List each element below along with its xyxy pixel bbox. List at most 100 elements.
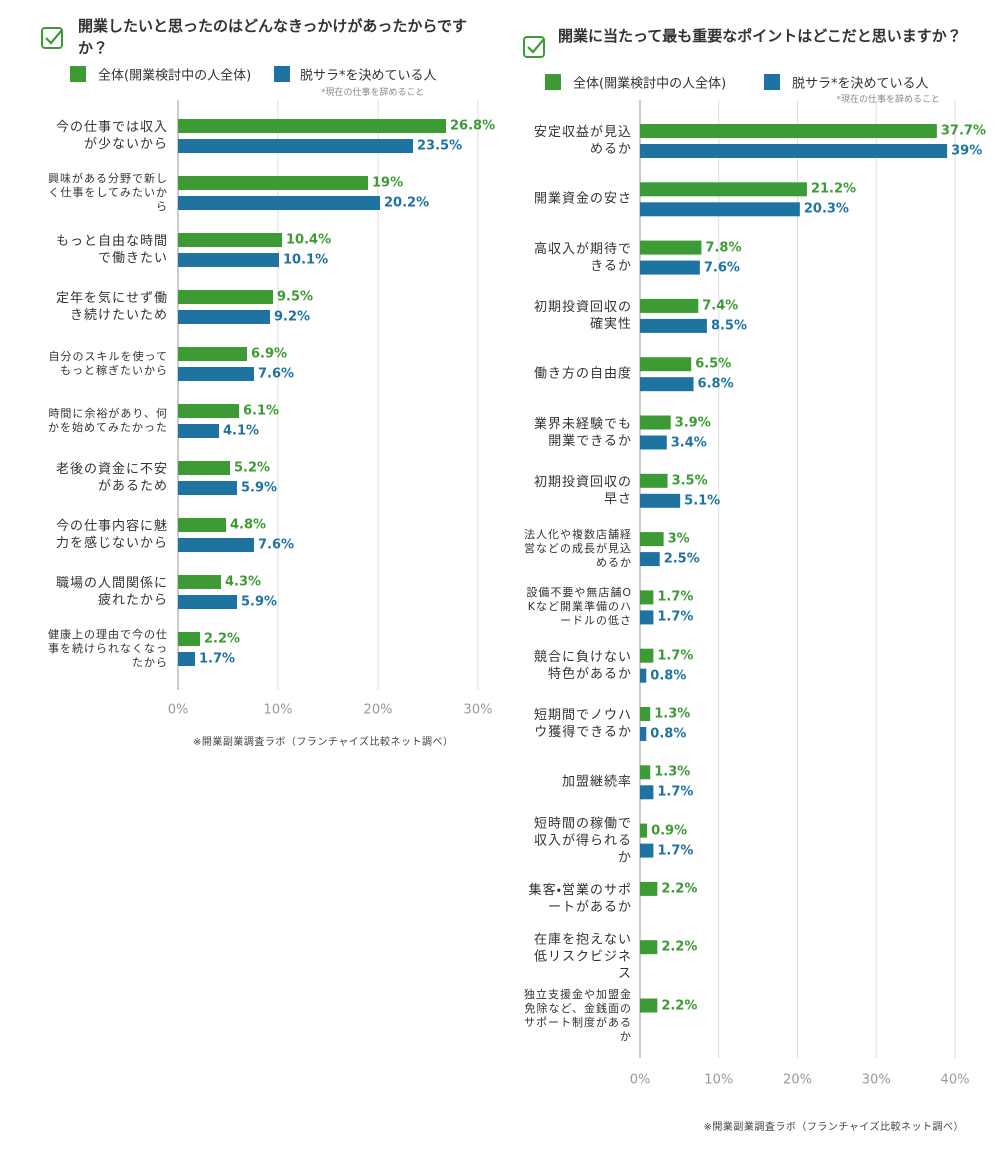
bar	[178, 575, 221, 589]
x-tick-label: 10%	[704, 1072, 734, 1088]
bar	[178, 310, 270, 324]
chart-title: 開業したいと思ったのはどんなきっかけがあったからですか？	[78, 17, 467, 57]
value-label: 10.1%	[283, 252, 329, 268]
source-note: ※開業副業調査ラボ（フランチャイズ比較ネット調べ）	[193, 737, 454, 748]
bar	[640, 318, 707, 333]
check-icon	[523, 36, 545, 58]
value-label: 4.8%	[230, 517, 267, 533]
category-label: 働き方の自由度	[533, 366, 632, 382]
bar	[640, 144, 948, 158]
category-label: 自分のスキルを使ってもっと稼ぎたいから	[48, 350, 168, 377]
bar	[640, 357, 692, 372]
bar	[178, 196, 380, 210]
legend-swatch	[70, 66, 86, 82]
value-label: 0.9%	[651, 823, 688, 839]
value-label: 9.5%	[277, 289, 314, 305]
category-label: 開業資金の安さ	[533, 191, 632, 207]
value-label: 0.8%	[650, 726, 687, 742]
bar	[178, 652, 195, 666]
bar	[640, 202, 800, 217]
bar	[178, 119, 446, 133]
legend-label: 全体(開業検討中の人全体)	[98, 68, 252, 84]
value-label: 5.2%	[234, 460, 271, 476]
bar	[178, 290, 273, 304]
value-label: 7.6%	[703, 260, 740, 276]
value-label: 8.5%	[710, 318, 747, 334]
category-label: 職場の人間関係に疲れたから	[55, 576, 168, 608]
value-label: 2.2%	[661, 998, 698, 1013]
category-label: 初期投資回収の早さ	[533, 474, 632, 507]
bar	[640, 124, 937, 138]
bar	[640, 493, 681, 508]
value-label: 9.2%	[274, 309, 311, 325]
check-mark	[527, 38, 545, 54]
bar	[178, 139, 413, 153]
bar	[178, 367, 254, 381]
check-mark	[45, 29, 63, 45]
value-label: 3.5%	[671, 473, 708, 489]
bar	[178, 518, 226, 532]
value-label: 7.4%	[702, 298, 739, 314]
category-label: 初期投資回収の確実性	[533, 299, 632, 332]
value-label: 3.9%	[674, 415, 711, 430]
category-label: 加盟継続率	[561, 774, 632, 790]
legend-note: *現在の仕事を辞めること	[321, 88, 425, 98]
category-label: 在庫を抱えない低リスクビジネス	[533, 932, 632, 982]
bar	[640, 610, 654, 625]
value-label: 6.9%	[251, 346, 288, 362]
value-label: 26.8%	[450, 118, 496, 134]
bar	[640, 552, 660, 567]
value-label: 6.8%	[697, 376, 734, 392]
category-label: 老後の資金に不安があるため	[55, 462, 168, 494]
value-label: 2.2%	[661, 939, 698, 955]
bar	[178, 347, 247, 361]
bar	[640, 727, 647, 741]
value-label: 6.5%	[695, 356, 732, 372]
category-label: 安定収益が見込めるか	[533, 125, 632, 157]
bar	[640, 648, 654, 663]
bar	[178, 176, 368, 190]
category-label: 今の仕事では収入が少ないから	[55, 120, 168, 152]
bar	[178, 424, 219, 438]
value-label: 5.1%	[684, 493, 721, 509]
bar	[640, 182, 807, 197]
value-label: 1.3%	[654, 764, 691, 780]
value-label: 1.3%	[654, 706, 691, 722]
bar	[178, 461, 230, 475]
category-label: 短時間の稼働で収入が得られるか	[533, 816, 632, 866]
value-label: 7.6%	[258, 537, 295, 553]
bar	[640, 668, 647, 683]
category-label: 業界未経験でも開業できるか	[533, 416, 632, 449]
x-tick-label: 0%	[167, 702, 189, 718]
category-label: もっと自由な時間で働きたい	[55, 234, 168, 266]
legend-swatch	[545, 74, 561, 90]
x-tick-label: 10%	[263, 702, 293, 718]
legend-swatch	[764, 74, 780, 90]
category-label: 競合に負けない特色があるか	[533, 649, 632, 682]
x-tick-label: 20%	[363, 702, 393, 718]
value-label: 1.7%	[657, 589, 694, 605]
legend-label: 脱サラ*を決めている人	[300, 68, 437, 84]
bar	[640, 823, 648, 838]
value-label: 3.4%	[670, 435, 707, 450]
value-label: 10.4%	[286, 232, 332, 248]
value-label: 0.8%	[650, 668, 687, 684]
bar	[640, 377, 694, 392]
legend-label: 脱サラ*を決めている人	[792, 76, 929, 92]
legend-label: 全体(開業検討中の人全体)	[573, 76, 727, 92]
category-label: 独立支援金や加盟金免除など、金銭面のサポート制度があるか	[524, 987, 632, 1043]
check-icon	[41, 27, 63, 49]
category-label: 健康上の理由で今の仕事を続けられなくなったから	[48, 628, 168, 669]
value-label: 1.7%	[657, 609, 694, 625]
bar	[640, 435, 667, 450]
value-label: 1.7%	[657, 843, 694, 859]
x-tick-label: 0%	[629, 1072, 651, 1088]
value-label: 3%	[667, 531, 690, 547]
bar	[640, 765, 651, 780]
value-label: 5.9%	[241, 594, 278, 610]
bar	[178, 481, 237, 495]
value-label: 4.3%	[225, 574, 262, 590]
x-tick-label: 40%	[940, 1072, 970, 1088]
bar	[640, 707, 651, 721]
